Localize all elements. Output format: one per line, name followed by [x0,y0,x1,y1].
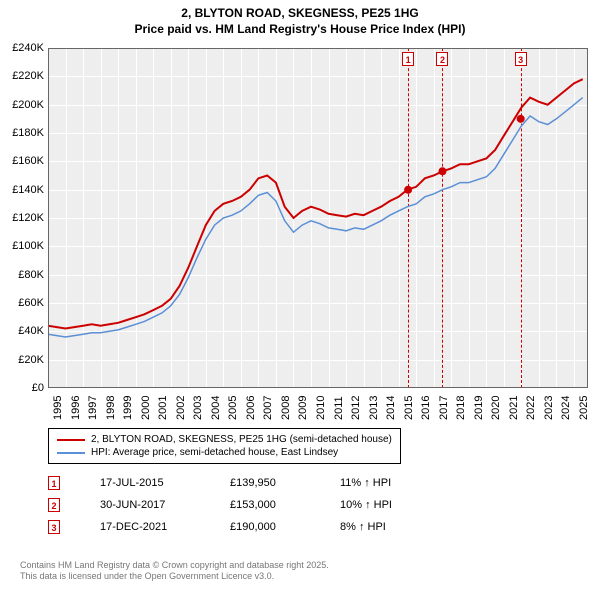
xtick-label: 2023 [543,396,555,420]
transaction-marker: 3 [48,520,60,534]
xtick-label: 2010 [315,396,327,420]
gridline-h [48,388,588,389]
title-line-2: Price paid vs. HM Land Registry's House … [0,22,600,38]
transaction-price: £139,950 [230,477,340,489]
chart-title-block: 2, BLYTON ROAD, SKEGNESS, PE25 1HG Price… [0,0,600,37]
xtick-label: 2004 [210,396,222,420]
ytick-label: £100K [4,240,44,252]
xtick-label: 2005 [227,396,239,420]
xtick-label: 1995 [52,396,64,420]
xtick-label: 2024 [560,396,572,420]
xtick-label: 1997 [87,396,99,420]
xtick-label: 2021 [508,396,520,420]
xtick-label: 2025 [578,396,590,420]
legend-label: HPI: Average price, semi-detached house,… [91,447,338,458]
transaction-date: 30-JUN-2017 [100,499,230,511]
legend-label: 2, BLYTON ROAD, SKEGNESS, PE25 1HG (semi… [91,434,392,445]
xtick-label: 2006 [245,396,257,420]
transaction-marker: 2 [48,498,60,512]
xtick-label: 2000 [140,396,152,420]
ytick-label: £240K [4,42,44,54]
ytick-label: £0 [4,382,44,394]
xtick-label: 1999 [122,396,134,420]
xtick-label: 1996 [70,396,82,420]
xtick-label: 2013 [368,396,380,420]
legend-item: 2, BLYTON ROAD, SKEGNESS, PE25 1HG (semi… [57,433,392,446]
footer-line-2: This data is licensed under the Open Gov… [20,571,329,582]
ytick-label: £140K [4,184,44,196]
xtick-label: 2009 [297,396,309,420]
ytick-label: £160K [4,155,44,167]
chart-container: 2, BLYTON ROAD, SKEGNESS, PE25 1HG Price… [0,0,600,590]
xtick-label: 2008 [280,396,292,420]
ytick-label: £220K [4,70,44,82]
legend-swatch [57,439,85,441]
ytick-label: £80K [4,269,44,281]
xtick-label: 2019 [473,396,485,420]
ytick-label: £40K [4,325,44,337]
footer-line-1: Contains HM Land Registry data © Crown c… [20,560,329,571]
transaction-hpi: 11% ↑ HPI [340,477,440,489]
legend: 2, BLYTON ROAD, SKEGNESS, PE25 1HG (semi… [48,428,401,464]
legend-item: HPI: Average price, semi-detached house,… [57,446,392,459]
transaction-marker: 1 [48,476,60,490]
ytick-label: £120K [4,212,44,224]
xtick-label: 2022 [525,396,537,420]
transaction-row: 1 17-JUL-2015£139,95011% ↑ HPI [48,472,440,494]
ytick-label: £180K [4,127,44,139]
transaction-price: £190,000 [230,521,340,533]
xtick-label: 2003 [192,396,204,420]
transaction-date: 17-JUL-2015 [100,477,230,489]
xtick-label: 2018 [455,396,467,420]
ytick-label: £20K [4,354,44,366]
transaction-hpi: 8% ↑ HPI [340,521,440,533]
transaction-hpi: 10% ↑ HPI [340,499,440,511]
legend-swatch [57,452,85,454]
footer: Contains HM Land Registry data © Crown c… [20,560,329,583]
xtick-label: 1998 [105,396,117,420]
transaction-row: 3 17-DEC-2021£190,0008% ↑ HPI [48,516,440,538]
xtick-label: 2015 [403,396,415,420]
xtick-label: 2014 [385,396,397,420]
title-line-1: 2, BLYTON ROAD, SKEGNESS, PE25 1HG [0,6,600,22]
transaction-date: 17-DEC-2021 [100,521,230,533]
xtick-label: 2001 [157,396,169,420]
xtick-label: 2020 [490,396,502,420]
xtick-label: 2016 [420,396,432,420]
xtick-label: 2011 [333,396,345,420]
xtick-label: 2002 [175,396,187,420]
xtick-label: 2017 [438,396,450,420]
transaction-table: 1 17-JUL-2015£139,95011% ↑ HPI 2 30-JUN-201… [48,472,440,538]
xtick-label: 2007 [262,396,274,420]
transaction-price: £153,000 [230,499,340,511]
plot-border [48,48,588,388]
xtick-label: 2012 [350,396,362,420]
ytick-label: £60K [4,297,44,309]
ytick-label: £200K [4,99,44,111]
plot-area: 123 [48,48,588,388]
transaction-row: 2 30-JUN-2017£153,00010% ↑ HPI [48,494,440,516]
